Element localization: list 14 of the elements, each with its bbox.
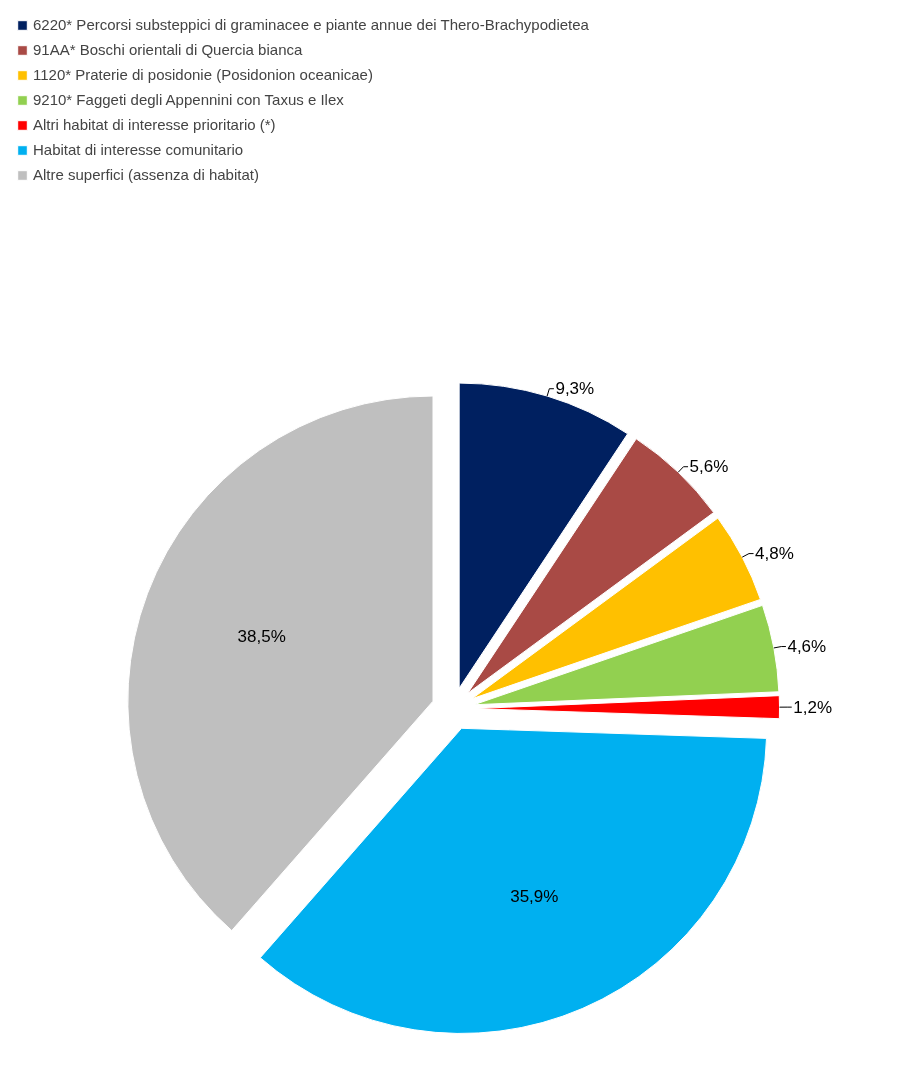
data-label: 38,5% [237, 627, 286, 647]
legend-label: Altre superfici (assenza di habitat) [33, 166, 259, 183]
legend-label: Altri habitat di interesse prioritario (*) [33, 116, 276, 133]
data-label: 4,8% [755, 544, 794, 564]
legend-label: 91AA* Boschi orientali di Quercia bianca [33, 41, 303, 58]
data-label: 4,6% [787, 637, 827, 657]
data-label: 9,3% [555, 379, 595, 399]
data-label: 35,9% [510, 886, 559, 906]
legend-label: 6220* Percorsi substeppici di graminacee e piante annue dei Thero-Brachypodietea [33, 16, 589, 33]
data-label: 1,2% [793, 697, 833, 717]
legend-label: Habitat di interesse comunitario [33, 141, 244, 158]
legend-label: 9210* Faggeti degli Appennini con Taxus e Ilex [33, 91, 344, 108]
legend-label: 1120* Praterie di posidonie (Posidonion oceanicae) [33, 66, 373, 83]
data-label: 5,6% [689, 457, 729, 477]
